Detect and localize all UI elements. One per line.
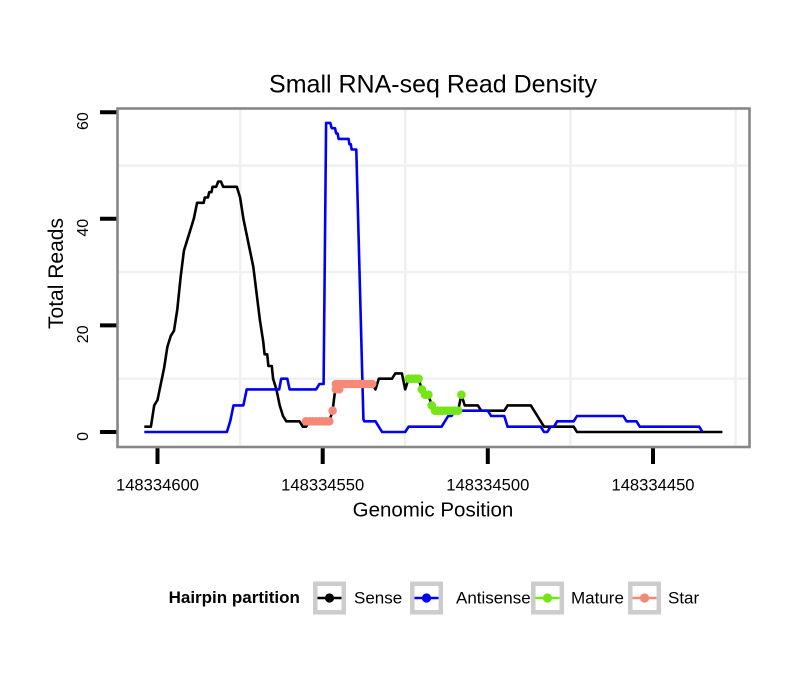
svg-text:Total Reads: Total Reads	[45, 218, 68, 329]
svg-text:Mature: Mature	[571, 589, 624, 608]
svg-text:148334500: 148334500	[446, 476, 529, 495]
svg-text:20: 20	[75, 325, 92, 343]
svg-text:148334550: 148334550	[281, 476, 364, 495]
svg-text:148334600: 148334600	[116, 476, 199, 495]
svg-text:Small RNA-seq Read Density: Small RNA-seq Read Density	[269, 71, 597, 99]
svg-text:Antisense: Antisense	[456, 589, 531, 608]
svg-text:Genomic Position: Genomic Position	[353, 499, 514, 522]
svg-text:40: 40	[75, 219, 92, 237]
svg-text:Hairpin partition: Hairpin partition	[169, 588, 300, 607]
svg-text:60: 60	[75, 112, 92, 130]
svg-text:0: 0	[75, 432, 92, 441]
svg-text:Sense: Sense	[354, 589, 402, 608]
svg-text:Star: Star	[668, 589, 700, 608]
svg-text:148334450: 148334450	[611, 476, 694, 495]
